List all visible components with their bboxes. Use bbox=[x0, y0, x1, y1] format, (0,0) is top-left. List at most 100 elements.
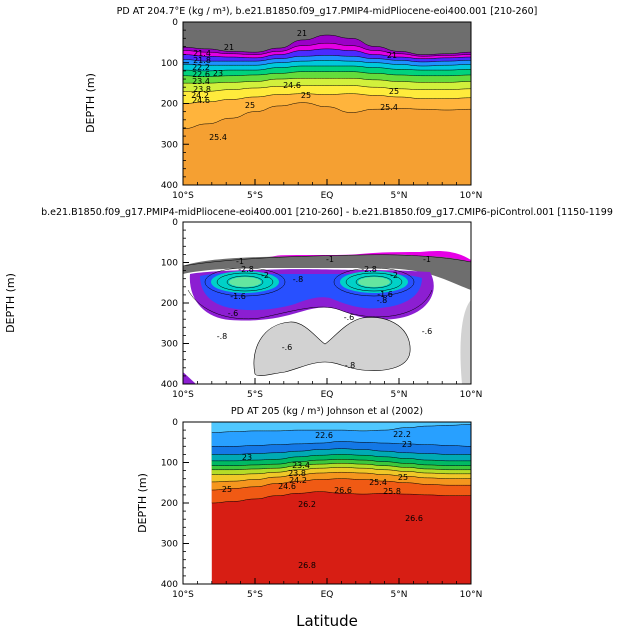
contour-label: 21 bbox=[224, 43, 234, 52]
contour-label: 23.4 bbox=[192, 77, 210, 86]
panel-2-purple-corner bbox=[183, 372, 196, 384]
contour-label: 24.2 bbox=[191, 91, 209, 100]
contour-line bbox=[211, 463, 471, 471]
contour-label: 26.6 bbox=[334, 486, 352, 495]
panel-2-gray-edge bbox=[460, 300, 471, 384]
contour-line bbox=[183, 34, 471, 55]
panel-2: b.e21.B1850.f09_g17.PMIP4-midPliocene-eo… bbox=[4, 207, 613, 400]
panel-2-ylabel: DEPTH (m) bbox=[4, 273, 17, 333]
contour-label: -2.8 bbox=[238, 265, 254, 274]
x-tick-label: EQ bbox=[321, 390, 334, 400]
x-tick-label: 10°S bbox=[172, 191, 194, 201]
contour-label: 25.4 bbox=[380, 103, 398, 112]
contour-label: 22.6 bbox=[315, 431, 333, 440]
contour-line bbox=[211, 478, 471, 491]
panel-3-contour-labels: 22.2 22.6 23 23 23.423.824.224.6 25 25 25.425.8… bbox=[222, 430, 423, 570]
contour-line bbox=[183, 55, 471, 63]
density-layer bbox=[211, 422, 471, 433]
panel-2-surface-layer bbox=[183, 254, 471, 290]
contour-label: 24.6 bbox=[192, 96, 210, 105]
y-tick-label: 200 bbox=[161, 299, 178, 309]
panel-2-cyan-core bbox=[229, 277, 261, 287]
contour-label: 22.6 bbox=[192, 70, 210, 79]
x-tick-label: 5°S bbox=[247, 390, 263, 400]
contour-line bbox=[183, 42, 471, 57]
contour-label: -1.6 bbox=[377, 290, 393, 299]
contour-line bbox=[211, 491, 471, 504]
contour-label: 25.8 bbox=[383, 487, 401, 496]
y-tick-label: 300 bbox=[161, 140, 178, 150]
contour-line bbox=[183, 93, 471, 104]
y-tick-label: 200 bbox=[161, 499, 178, 509]
x-tick-label: 10°N bbox=[460, 191, 483, 201]
contour-line bbox=[211, 441, 471, 447]
contour-line bbox=[211, 471, 471, 483]
panel-2-contour-labels: -1 -1 -1-2.8-2-2.8-2-1.6 -1.6-.6 -.6-.6-.8-.… bbox=[217, 255, 433, 370]
panel-3-ylabel: DEPTH (m) bbox=[136, 473, 149, 533]
x-tick-label: 5°N bbox=[391, 191, 408, 201]
contour-label: 26.8 bbox=[298, 561, 316, 570]
panel-3-title: PD AT 205 (kg / m³) Johnson et al (2002) bbox=[231, 406, 423, 417]
contour-label: 23.4 bbox=[292, 461, 310, 470]
x-tick-label: 10°S bbox=[172, 590, 194, 600]
y-tick-label: 0 bbox=[172, 218, 178, 228]
contour-label: -.6 bbox=[282, 343, 293, 352]
contour-label: 21.4 bbox=[193, 49, 211, 58]
contour-label: 26.6 bbox=[405, 514, 423, 523]
contour-line bbox=[183, 85, 471, 92]
panel-2-axes: 10°S 5°S EQ 5°N 10°N 0 100 200 300 400 bbox=[161, 218, 483, 400]
panel-2-contour-lines bbox=[183, 254, 471, 320]
contour-line bbox=[183, 71, 471, 77]
y-tick-label: 300 bbox=[161, 340, 178, 350]
contour-line bbox=[211, 448, 471, 455]
contour-label: 23 bbox=[242, 453, 252, 462]
y-tick-label: 0 bbox=[172, 18, 178, 28]
contour-label: 22.2 bbox=[393, 430, 411, 439]
contour-label: -.8 bbox=[377, 296, 388, 305]
contour-label: 25 bbox=[222, 485, 232, 494]
contour-label: -1 bbox=[326, 255, 334, 264]
panel-3: PD AT 205 (kg / m³) Johnson et al (2002)… bbox=[136, 406, 482, 600]
contour-label: -1.6 bbox=[230, 292, 246, 301]
contour-label: -.8 bbox=[293, 275, 304, 284]
contour-label: 21.8 bbox=[193, 56, 211, 65]
contour-label: -.6 bbox=[228, 309, 239, 318]
contour-label: -1 bbox=[236, 257, 244, 266]
contour-label: 23 bbox=[213, 69, 223, 78]
contour-line bbox=[211, 467, 471, 475]
contour-label: 24.2 bbox=[289, 476, 307, 485]
contour-label: 25.4 bbox=[209, 133, 227, 142]
x-tick-label: 5°N bbox=[391, 590, 408, 600]
y-tick-label: 400 bbox=[161, 181, 178, 191]
contour-label: 25 bbox=[389, 87, 399, 96]
y-tick-label: 0 bbox=[172, 418, 178, 428]
contour-label: 25.4 bbox=[369, 478, 387, 487]
contour-line bbox=[183, 77, 471, 84]
contour-line bbox=[183, 65, 471, 72]
panel-1-title: PD AT 204.7°E (kg / m³), b.e21.B1850.f09… bbox=[117, 6, 538, 17]
y-tick-label: 400 bbox=[161, 380, 178, 390]
contour-label: 21 bbox=[297, 29, 307, 38]
y-tick-label: 100 bbox=[161, 59, 178, 69]
contour-label: 21 bbox=[387, 51, 397, 60]
panel-3-fill bbox=[211, 422, 471, 584]
panel-1-axes: 10°S 5°S EQ 5°N 10°N 0 100 200 300 400 bbox=[161, 18, 483, 201]
x-tick-label: 10°N bbox=[460, 390, 483, 400]
x-tick-label: 10°N bbox=[460, 590, 483, 600]
contour-label: -1 bbox=[423, 255, 431, 264]
y-tick-label: 100 bbox=[161, 459, 178, 469]
panel-1: PD AT 204.7°E (kg / m³), b.e21.B1850.f09… bbox=[84, 6, 537, 201]
panel-2-fill bbox=[183, 222, 471, 384]
contour-label: -.8 bbox=[345, 361, 356, 370]
x-tick-label: EQ bbox=[321, 590, 334, 600]
y-tick-label: 200 bbox=[161, 100, 178, 110]
panel-2-blank-top bbox=[183, 222, 471, 266]
contour-label: 26.2 bbox=[298, 500, 316, 509]
x-tick-label: EQ bbox=[321, 191, 334, 201]
contour-label: -2 bbox=[261, 271, 269, 280]
panel-2-title: b.e21.B1850.f09_g17.PMIP4-midPliocene-eo… bbox=[41, 207, 613, 218]
x-tick-label: 5°S bbox=[247, 590, 263, 600]
contour-label: 23.8 bbox=[288, 469, 306, 478]
